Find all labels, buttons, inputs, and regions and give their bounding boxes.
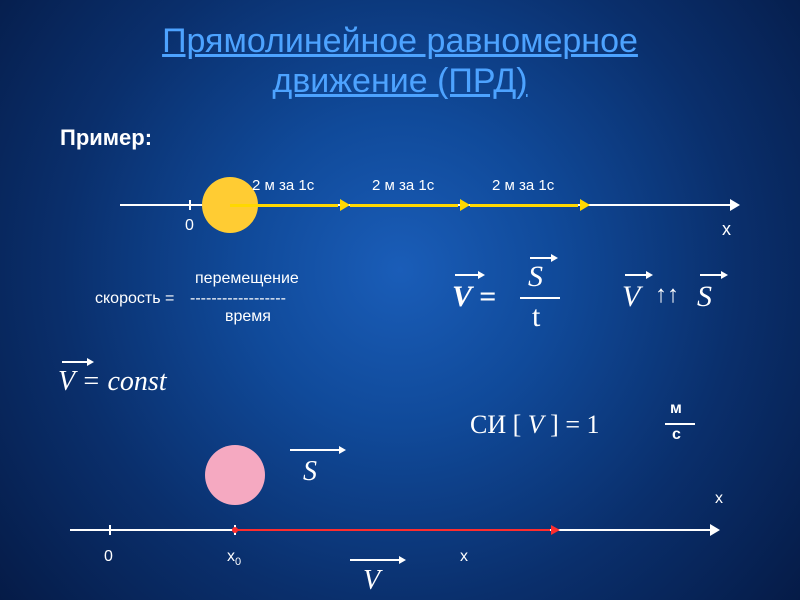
formula-s: S: [528, 260, 543, 294]
axis2-x0-label: x0: [227, 548, 241, 568]
formula-vpar-v: V: [622, 280, 640, 314]
axis2-red-arrow: [235, 529, 550, 531]
formula-vpar-s: S: [697, 280, 712, 314]
title-line1: Прямолинейное равномерное: [0, 22, 800, 61]
axis2-s-label: S: [303, 456, 317, 488]
speed-equals-label: скорость =: [95, 290, 174, 308]
title-line2: движение (ПРД): [0, 62, 800, 101]
axis1-segment-label-0: 2 м за 1с: [252, 177, 314, 194]
axis1-x-label: x: [722, 219, 731, 240]
formula-t: t: [532, 300, 540, 334]
axis1-segment-label-1: 2 м за 1с: [372, 177, 434, 194]
axis2-zero-label: 0: [104, 548, 113, 566]
si-denom: с: [672, 426, 681, 444]
speed-numer: перемещение: [195, 270, 299, 288]
formula-v-equals: V =: [452, 280, 504, 314]
speed-denom: время: [225, 308, 271, 326]
diagram-stage: Прямолинейное равномерноедвижение (ПРД) П…: [0, 0, 800, 600]
si-numer: м: [670, 400, 682, 418]
formula-v-const: V = const: [58, 366, 167, 398]
si-unit: СИ [ V ] = 1: [470, 410, 600, 440]
axis2-x-label: x: [460, 548, 468, 566]
axis2-axis-label: x: [715, 490, 723, 508]
axis2-ball: [205, 445, 265, 505]
axis1-segment-label-2: 2 м за 1с: [492, 177, 554, 194]
example-label: Пример:: [60, 125, 152, 151]
axis2-v-label: V: [363, 565, 380, 597]
speed-divider: ------------------: [190, 290, 286, 308]
axis1-origin-label: 0: [185, 217, 194, 235]
formula-vpar-arrows: ↑↑: [655, 282, 679, 309]
